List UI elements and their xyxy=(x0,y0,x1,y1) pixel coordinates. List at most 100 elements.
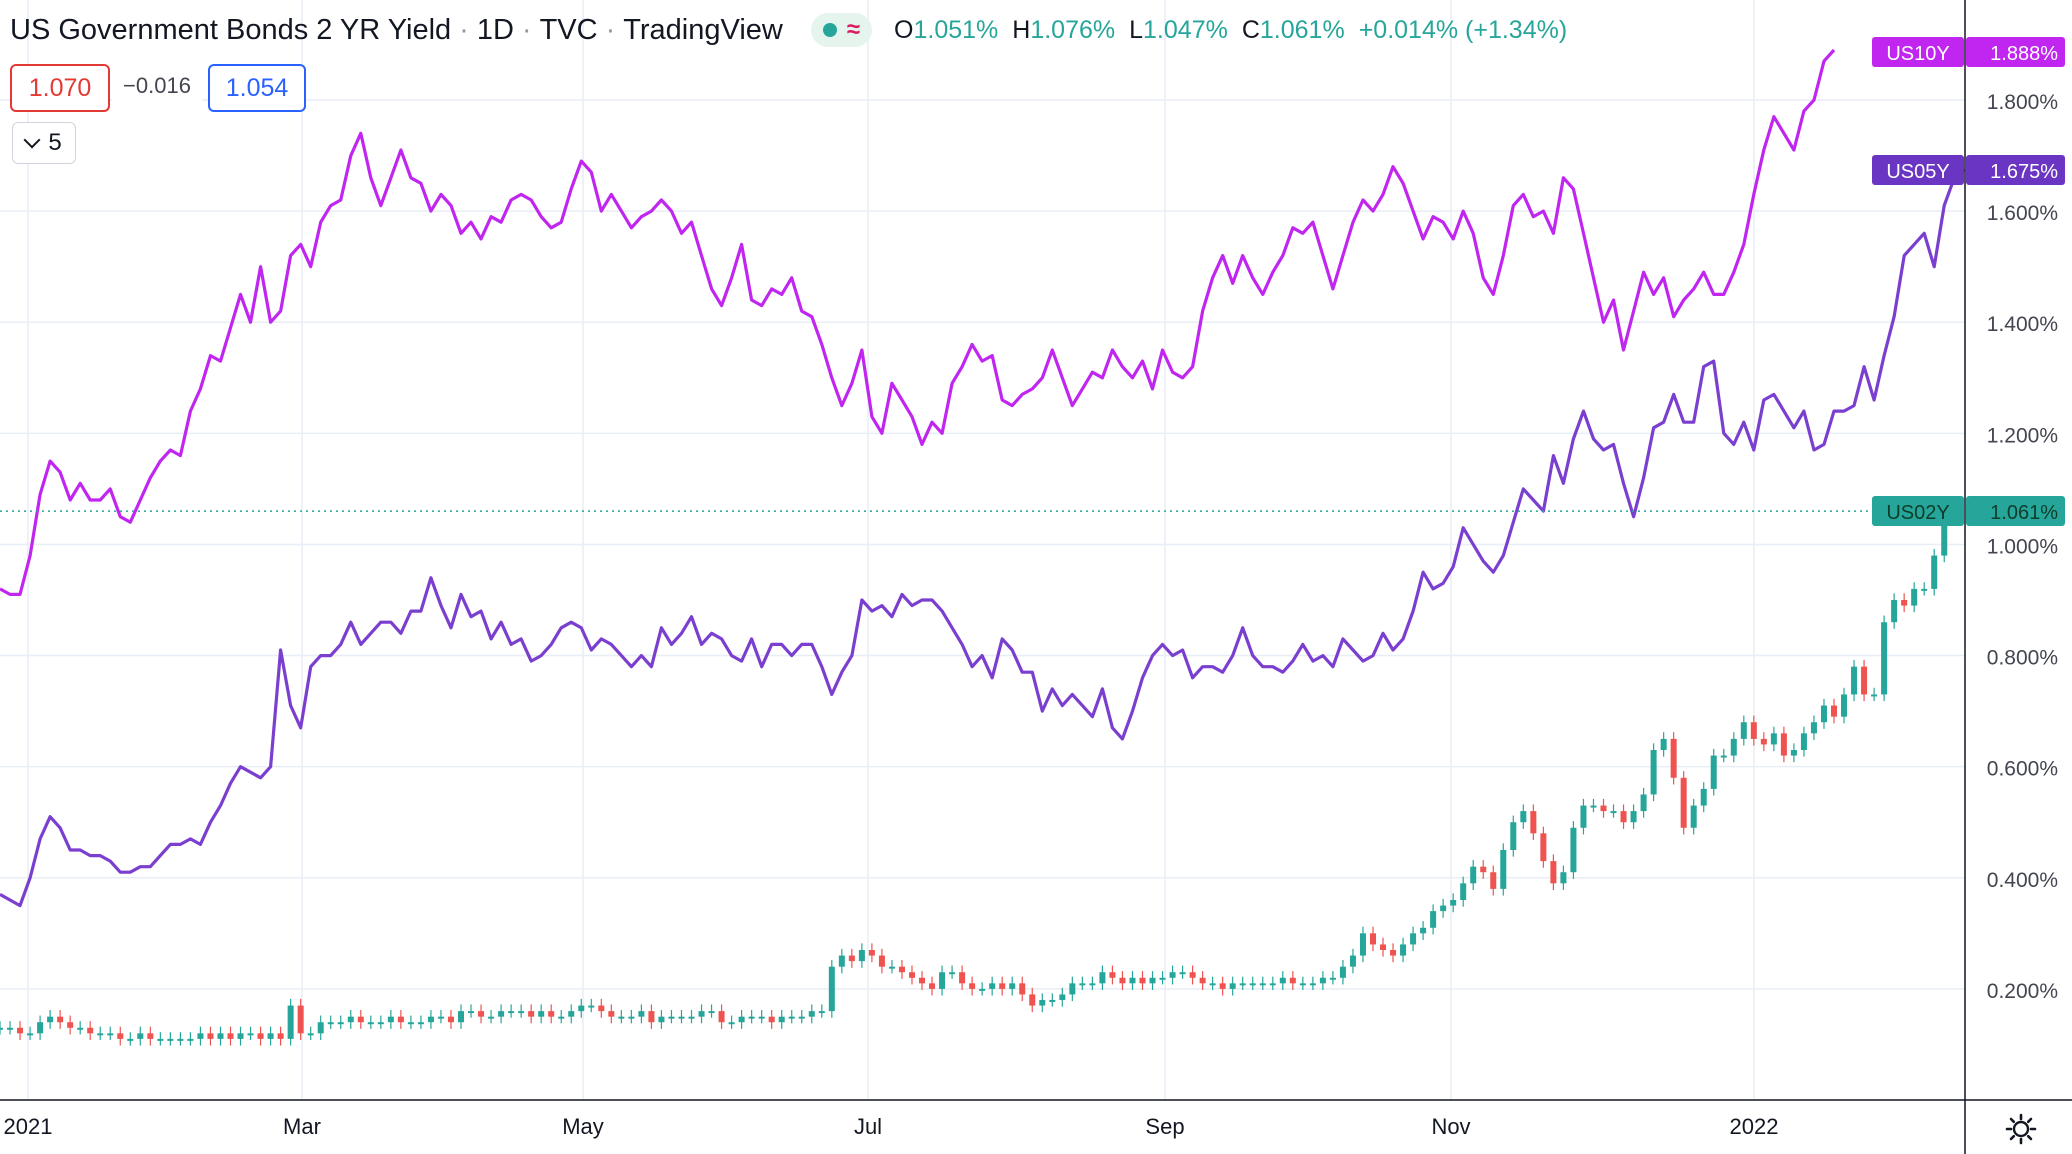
candle-body xyxy=(1480,866,1487,873)
candle-body xyxy=(1359,933,1366,956)
candle-body xyxy=(1400,944,1407,956)
candle-body xyxy=(1881,622,1888,695)
interval-label[interactable]: 1D xyxy=(476,13,514,46)
candle-body xyxy=(568,1011,575,1017)
candle-body xyxy=(397,1016,404,1023)
candle-body xyxy=(1610,811,1617,814)
candle-body xyxy=(1420,927,1427,934)
candle-body xyxy=(1750,722,1757,739)
series-badge-us02y: US02Y 1.061% xyxy=(1872,496,2065,526)
candle-body xyxy=(337,1022,344,1025)
chevron-down-icon xyxy=(23,131,41,149)
candle-body xyxy=(197,1033,204,1039)
high-label: H xyxy=(1012,15,1031,44)
candle-body xyxy=(1369,933,1377,945)
candle-body xyxy=(858,950,865,962)
candle-body xyxy=(297,1005,304,1034)
series-badge-name: US10Y xyxy=(1886,43,1949,65)
candle-body xyxy=(1159,977,1166,980)
series-badge-name-bg xyxy=(1872,37,1964,67)
candle-body xyxy=(1329,977,1336,980)
candle-body xyxy=(1941,516,1948,556)
symbol-title[interactable]: US Government Bonds 2 YR Yield xyxy=(10,13,452,46)
candle-body xyxy=(618,1016,625,1019)
candle-body xyxy=(107,1033,114,1036)
candle-body xyxy=(1009,983,1016,989)
candle-body xyxy=(878,955,885,967)
candle-body xyxy=(468,1011,475,1014)
open-label: O xyxy=(894,15,914,44)
header-separator: · xyxy=(605,13,616,46)
candle-body xyxy=(277,1033,284,1039)
indicators-toggle-button[interactable]: 5 xyxy=(12,122,76,164)
candle-body xyxy=(888,966,895,969)
candle-body xyxy=(1780,733,1787,756)
candle-body xyxy=(838,955,845,967)
ohlc-readout: O1.051% H1.076% L1.047% C1.061% +0.014% … xyxy=(894,16,1567,45)
candle-body xyxy=(1339,966,1346,978)
chart-grid xyxy=(0,0,1965,1100)
x-tick-label: 2021 xyxy=(4,1114,53,1139)
candle-body xyxy=(1590,805,1597,808)
candle-body xyxy=(417,1022,424,1025)
candle-body xyxy=(1029,994,1036,1006)
candle-body xyxy=(1279,977,1286,984)
candle-body xyxy=(478,1011,485,1017)
source-label: TradingView xyxy=(623,13,783,46)
candle-body xyxy=(929,983,936,989)
candle-body xyxy=(1189,972,1196,978)
spread-value: −0.016 xyxy=(112,64,202,108)
candle-body xyxy=(1239,983,1246,986)
candle-body xyxy=(247,1033,254,1036)
buy-price-button[interactable]: 1.054 xyxy=(208,64,306,112)
candle-body xyxy=(17,1027,24,1034)
y-tick-label: 0.400% xyxy=(1987,869,2058,892)
candle-body xyxy=(728,1022,735,1025)
candle-body xyxy=(1800,733,1807,750)
candle-body xyxy=(708,1011,715,1014)
candle-body xyxy=(1921,588,1928,591)
candle-body xyxy=(1820,705,1827,723)
candle-body xyxy=(1129,977,1136,984)
candle-body xyxy=(1099,972,1106,984)
y-tick-label: 0.600% xyxy=(1987,758,2058,781)
candle-body xyxy=(1309,983,1316,986)
y-tick-label: 0.200% xyxy=(1987,980,2058,1003)
candle-body xyxy=(1790,750,1797,756)
candle-body xyxy=(1720,755,1727,758)
sell-price-button[interactable]: 1.070 xyxy=(10,64,110,112)
candle-body xyxy=(427,1016,434,1023)
replay-wave-icon: ≈ xyxy=(846,16,861,43)
candle-body xyxy=(1219,983,1226,989)
candle-body xyxy=(1660,738,1667,750)
candle-body xyxy=(989,983,996,989)
candle-body xyxy=(1830,705,1838,717)
candle-body xyxy=(979,988,986,991)
us02y-candles xyxy=(0,504,1958,1046)
candle-body xyxy=(1630,811,1637,823)
candle-body xyxy=(1149,977,1156,984)
series-badge-name: US02Y xyxy=(1886,502,1949,524)
exchange-label: TVC xyxy=(539,13,598,46)
candle-body xyxy=(1640,794,1647,812)
low-label: L xyxy=(1129,15,1144,44)
series-badge-value-bg xyxy=(1966,155,2065,185)
candle-body xyxy=(939,972,946,989)
candle-body xyxy=(1089,983,1096,986)
candle-body xyxy=(538,1011,545,1017)
series-badges: US10Y 1.888% US05Y 1.675% US02Y 1.061% xyxy=(1872,37,2065,526)
header-separator: · xyxy=(521,13,532,46)
gear-icon[interactable] xyxy=(2004,1112,2038,1146)
candle-body xyxy=(608,1011,615,1017)
candle-body xyxy=(748,1016,755,1019)
candle-body xyxy=(698,1011,705,1017)
market-status-pill[interactable]: ≈ xyxy=(810,13,873,47)
x-tick-label: Mar xyxy=(283,1114,321,1139)
candle-body xyxy=(1380,944,1387,950)
candle-body xyxy=(77,1027,84,1030)
candle-body xyxy=(1249,983,1256,986)
candle-body xyxy=(898,966,905,973)
candle-body xyxy=(1500,850,1507,889)
candle-body xyxy=(1770,733,1777,745)
